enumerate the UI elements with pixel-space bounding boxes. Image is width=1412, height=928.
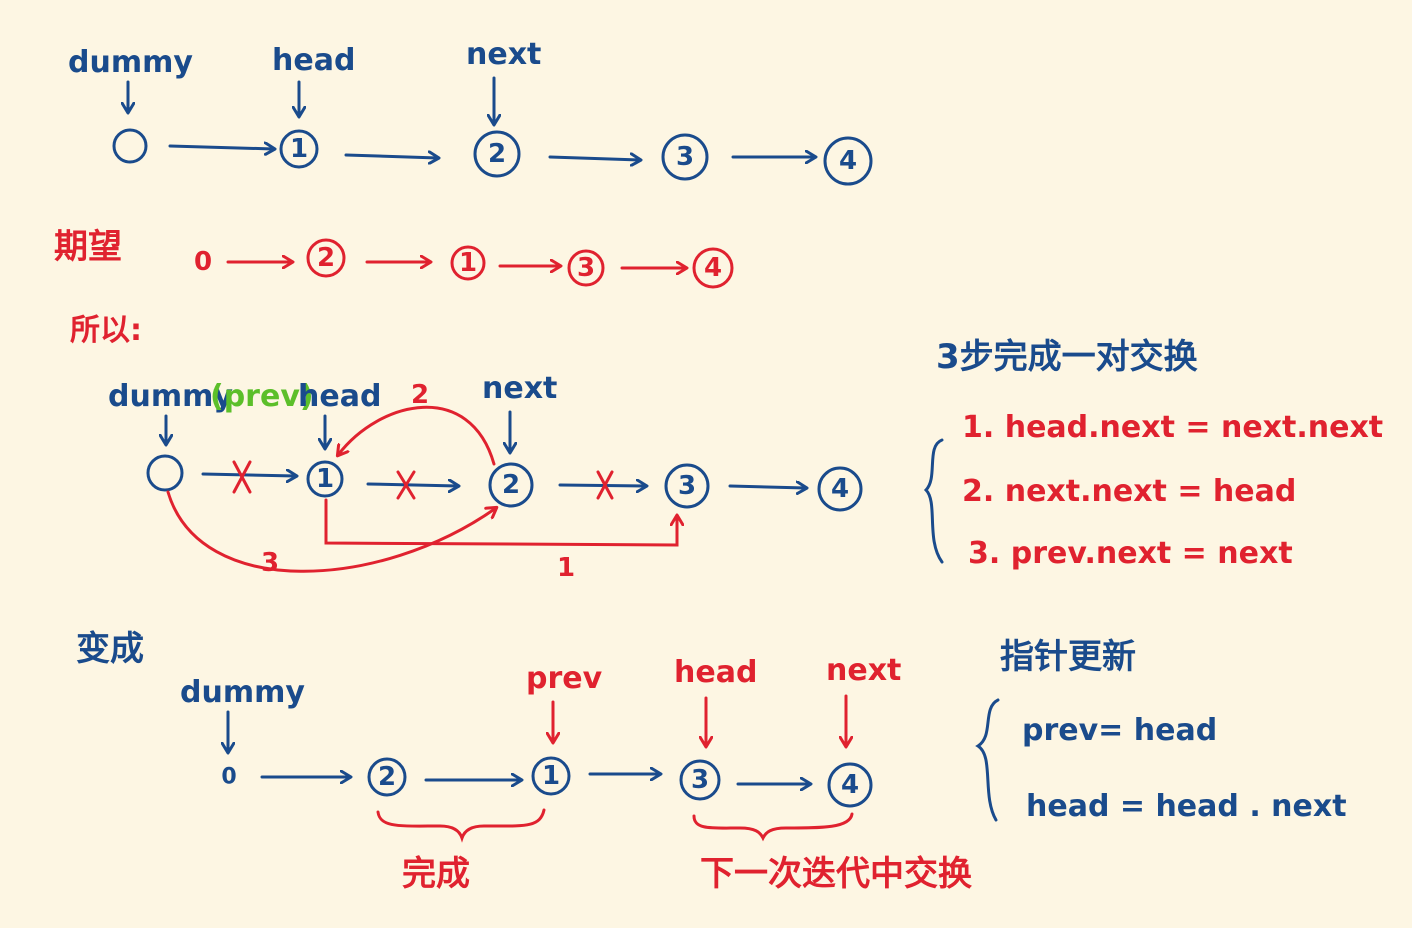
row1-node-4-value: 4 <box>839 146 857 176</box>
row3-dummy-label: dummy <box>108 379 233 414</box>
update-line-1: prev= head <box>1022 713 1217 748</box>
row1-node-2: 2 <box>473 130 521 178</box>
row3-node-1-value: 1 <box>316 464 334 494</box>
next-swap-brace <box>692 812 854 842</box>
step-1-arrow <box>324 498 677 547</box>
row4-prev-label: prev <box>526 661 603 696</box>
row3-link-2-3 <box>558 485 646 486</box>
row4-node-1: 2 <box>367 757 407 797</box>
step-3-arrow <box>166 490 496 573</box>
row4-node-4-value: 4 <box>841 770 859 800</box>
row3-next-label: next <box>482 371 557 406</box>
steps-panel: 3步完成一对交换 1. head.next = next.next 2. nex… <box>923 337 1383 571</box>
row4-node-2: 1 <box>531 756 571 796</box>
row1-node-1-value: 1 <box>290 134 308 164</box>
row2-node-4-value: 4 <box>704 253 722 283</box>
row4-dummy-label: dummy <box>180 675 305 710</box>
next-swap-label: 下一次迭代中交换 <box>700 854 972 894</box>
row1-node-1: 1 <box>279 129 319 169</box>
row2-node-4: 4 <box>692 247 734 289</box>
row3-node-1: 1 <box>306 460 344 498</box>
row3-node-4: 4 <box>817 466 863 512</box>
steps-brace <box>923 438 944 564</box>
cross-mark-0-1 <box>232 460 252 494</box>
update-panel: 指针更新 prev= head head = head . next <box>975 637 1347 824</box>
update-title: 指针更新 <box>1000 637 1136 677</box>
so-label: 所以: <box>70 313 142 348</box>
update-line-2: head = head . next <box>1026 789 1347 824</box>
row4-node-2-value: 1 <box>542 761 560 791</box>
done-label: 完成 <box>402 854 470 894</box>
row4-node-0-value: 0 <box>221 765 236 790</box>
row3-node-4-value: 4 <box>831 474 849 504</box>
row1-dummy-label: dummy <box>68 45 193 80</box>
row3-node-0 <box>146 454 184 492</box>
step-2-arrow <box>338 405 496 466</box>
row1-node-2-value: 2 <box>488 139 506 169</box>
row4: 变成 dummy prev head next 0 2 1 3 4 <box>76 629 972 894</box>
step-2-number: 2 <box>411 380 429 410</box>
row1: dummy head next 1 2 3 4 <box>68 37 873 186</box>
row1-node-3-value: 3 <box>676 142 694 172</box>
row3-node-3: 3 <box>664 463 710 509</box>
row4-next-label: next <box>826 653 901 688</box>
row1-node-0 <box>112 128 148 164</box>
row2-node-1: 2 <box>306 238 346 278</box>
row1-link-2-3 <box>548 157 640 160</box>
step-3-number: 3 <box>261 548 279 578</box>
row3-node-3-value: 3 <box>678 471 696 501</box>
becomes-label: 变成 <box>76 629 144 669</box>
cross-mark-1-2 <box>396 470 416 500</box>
row3-prev-label: (prev) <box>210 379 314 414</box>
step-1-text: 1. head.next = next.next <box>962 410 1383 445</box>
step-3-text: 3. prev.next = next <box>968 536 1293 571</box>
row3-link-0-1 <box>201 474 296 476</box>
row2-node-1-value: 2 <box>317 243 335 273</box>
row2-node-0-value: 0 <box>194 247 212 277</box>
row3-link-3-4 <box>728 486 806 488</box>
row1-next-label: next <box>466 37 541 72</box>
row1-link-0-1 <box>168 146 274 149</box>
update-brace <box>975 698 1000 822</box>
row4-node-0: 0 <box>221 765 236 790</box>
row3-node-2: 2 <box>488 462 534 508</box>
done-brace <box>376 808 546 843</box>
row2: 期望 0 2 1 3 4 <box>54 227 734 289</box>
row1-link-1-2 <box>344 155 438 158</box>
cross-mark-2-3 <box>596 470 614 500</box>
row4-node-3-value: 3 <box>691 765 709 795</box>
row3-node-2-value: 2 <box>502 470 520 500</box>
row4-node-4: 4 <box>827 762 873 808</box>
step-1-number: 1 <box>557 553 575 583</box>
row3-head-label: head <box>298 379 381 414</box>
row2-node-2: 1 <box>450 245 486 281</box>
row3-link-1-2 <box>366 484 458 486</box>
row1-node-3: 3 <box>661 133 709 181</box>
row3: 所以: dummy (prev) head next 1 2 3 4 <box>70 313 863 583</box>
step-2-text: 2. next.next = head <box>962 474 1296 509</box>
row1-head-label: head <box>272 43 355 78</box>
row2-node-2-value: 1 <box>459 248 477 278</box>
row2-node-3: 3 <box>567 249 605 287</box>
row4-node-1-value: 2 <box>378 762 396 792</box>
row2-node-0: 0 <box>194 247 212 277</box>
row4-head-label: head <box>674 655 757 690</box>
row2-node-3-value: 3 <box>577 253 595 283</box>
row4-node-3: 3 <box>679 759 721 801</box>
steps-title: 3步完成一对交换 <box>936 337 1198 377</box>
expected-label: 期望 <box>54 227 122 267</box>
row1-node-4: 4 <box>823 136 873 186</box>
